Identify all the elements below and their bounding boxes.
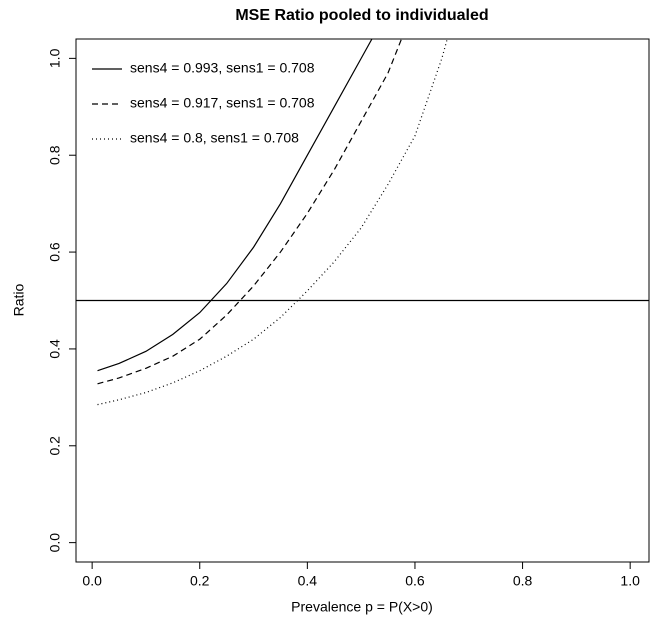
x-tick-label: 1.0 [620, 573, 640, 589]
y-tick-label: 0.6 [47, 242, 63, 262]
y-tick-label: 0.8 [47, 145, 63, 165]
x-tick-label: 0.4 [298, 573, 318, 589]
line-series [97, 39, 373, 372]
line-series [97, 39, 403, 385]
y-tick-label: 0.0 [47, 533, 63, 553]
x-axis-label: Prevalence p = P(X>0) [291, 599, 433, 615]
x-tick-label: 0.6 [405, 573, 425, 589]
x-tick-label: 0.2 [190, 573, 210, 589]
x-tick-label: 0.0 [82, 573, 102, 589]
plot-area [76, 39, 649, 406]
legend-label: sens4 = 0.993, sens1 = 0.708 [130, 60, 315, 76]
y-tick-label: 0.2 [47, 436, 63, 456]
y-tick-label: 0.4 [47, 339, 63, 359]
legend-label: sens4 = 0.917, sens1 = 0.708 [130, 95, 315, 111]
x-tick-label: 0.8 [513, 573, 533, 589]
y-tick-label: 1.0 [47, 48, 63, 68]
legend-label: sens4 = 0.8, sens1 = 0.708 [130, 130, 299, 146]
chart-title: MSE Ratio pooled to individualed [235, 7, 488, 24]
y-axis-label: Ratio [11, 283, 27, 316]
